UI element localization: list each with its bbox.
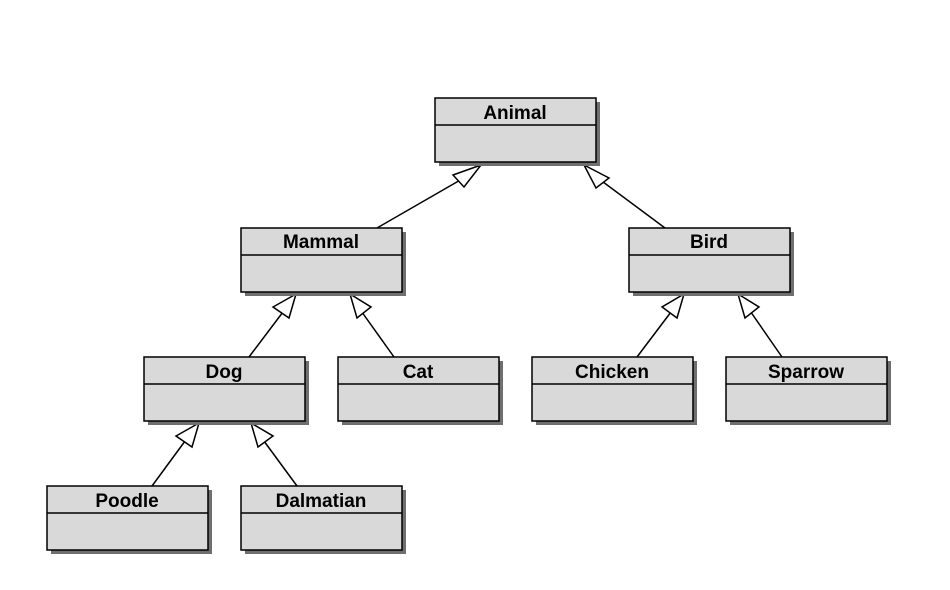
generalization-dog-to-mammal (248, 292, 298, 358)
class-box-cat: Cat (337, 356, 503, 425)
generalization-chicken-to-bird (636, 292, 686, 358)
generalization-cat-to-mammal (348, 292, 395, 358)
class-name-dog: Dog (206, 362, 243, 383)
class-box-animal: Animal (434, 97, 600, 166)
class-name-mammal: Mammal (283, 232, 359, 253)
class-box-dalmatian: Dalmatian (240, 485, 406, 554)
class-box-chicken: Chicken (531, 356, 697, 425)
generalization-sparrow-to-bird (736, 292, 783, 358)
class-boxes: Animal Mammal Bird Dog Cat (46, 97, 891, 554)
class-box-poodle: Poodle (46, 485, 212, 554)
generalization-bird-to-animal (582, 163, 666, 229)
class-box-mammal: Mammal (240, 227, 406, 296)
class-box-bird: Bird (628, 227, 794, 296)
generalization-arrows (151, 163, 783, 487)
class-name-chicken: Chicken (575, 362, 649, 383)
generalization-dalmatian-to-dog (249, 421, 298, 487)
class-name-poodle: Poodle (95, 491, 158, 512)
generalization-poodle-to-dog (151, 421, 201, 487)
class-name-cat: Cat (403, 362, 434, 383)
class-name-bird: Bird (690, 232, 728, 253)
generalization-mammal-to-animal (376, 163, 484, 229)
class-box-dog: Dog (143, 356, 309, 425)
class-name-sparrow: Sparrow (768, 362, 844, 383)
class-name-dalmatian: Dalmatian (276, 491, 367, 512)
class-name-animal: Animal (483, 103, 546, 124)
class-box-sparrow: Sparrow (725, 356, 891, 425)
